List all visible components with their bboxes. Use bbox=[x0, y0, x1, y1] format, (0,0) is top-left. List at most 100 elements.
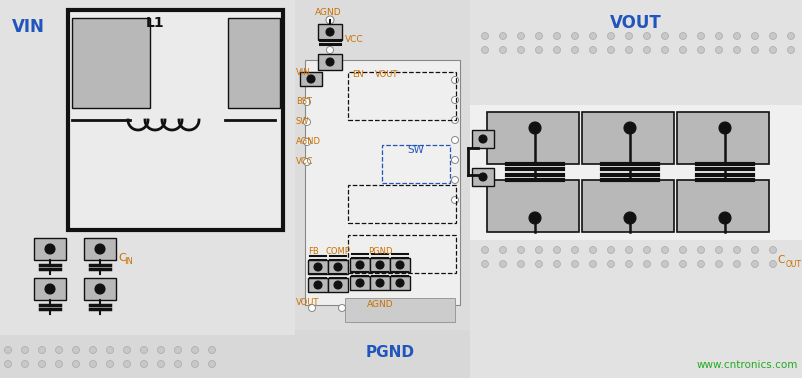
Circle shape bbox=[607, 33, 614, 39]
Circle shape bbox=[589, 33, 596, 39]
Circle shape bbox=[303, 99, 310, 105]
Circle shape bbox=[642, 46, 650, 54]
Bar bbox=[390, 258, 410, 272]
Text: C: C bbox=[118, 253, 126, 263]
Bar bbox=[486, 180, 578, 232]
Bar bbox=[676, 112, 768, 164]
Circle shape bbox=[95, 284, 105, 294]
Circle shape bbox=[607, 260, 614, 268]
Bar bbox=[327, 278, 347, 292]
Circle shape bbox=[38, 361, 46, 367]
Bar bbox=[84, 238, 115, 260]
Circle shape bbox=[623, 212, 635, 224]
Circle shape bbox=[589, 46, 596, 54]
Circle shape bbox=[516, 260, 524, 268]
Circle shape bbox=[89, 347, 96, 353]
Bar bbox=[469, 0, 802, 378]
Circle shape bbox=[732, 260, 739, 268]
Text: VIN: VIN bbox=[12, 18, 45, 36]
Circle shape bbox=[22, 361, 28, 367]
Bar bbox=[294, 0, 469, 330]
Circle shape bbox=[38, 347, 46, 353]
Circle shape bbox=[768, 260, 776, 268]
Circle shape bbox=[326, 46, 333, 54]
Circle shape bbox=[678, 246, 686, 254]
Bar bbox=[472, 130, 493, 148]
Circle shape bbox=[209, 347, 215, 353]
Circle shape bbox=[661, 246, 668, 254]
Circle shape bbox=[451, 197, 458, 203]
Circle shape bbox=[697, 260, 703, 268]
Circle shape bbox=[45, 244, 55, 254]
Circle shape bbox=[787, 46, 793, 54]
Bar bbox=[486, 112, 578, 164]
Circle shape bbox=[308, 305, 315, 311]
Circle shape bbox=[306, 75, 314, 83]
Circle shape bbox=[535, 33, 542, 39]
Circle shape bbox=[732, 46, 739, 54]
Circle shape bbox=[642, 33, 650, 39]
Circle shape bbox=[451, 96, 458, 104]
Circle shape bbox=[623, 122, 635, 134]
Bar bbox=[34, 278, 66, 300]
Circle shape bbox=[107, 347, 113, 353]
Circle shape bbox=[89, 361, 96, 367]
Circle shape bbox=[107, 361, 113, 367]
Circle shape bbox=[451, 116, 458, 124]
Bar bbox=[472, 168, 493, 186]
Circle shape bbox=[625, 33, 632, 39]
Circle shape bbox=[303, 138, 310, 146]
Bar bbox=[305, 60, 460, 305]
Circle shape bbox=[22, 347, 28, 353]
Circle shape bbox=[751, 260, 758, 268]
Circle shape bbox=[355, 261, 363, 269]
Circle shape bbox=[516, 46, 524, 54]
Circle shape bbox=[715, 260, 722, 268]
Circle shape bbox=[174, 361, 181, 367]
Text: L1: L1 bbox=[145, 16, 164, 30]
Text: VIN: VIN bbox=[296, 68, 310, 77]
Text: PGND: PGND bbox=[367, 248, 392, 257]
Circle shape bbox=[481, 46, 488, 54]
Bar bbox=[350, 276, 370, 290]
Circle shape bbox=[326, 28, 334, 36]
Circle shape bbox=[55, 347, 63, 353]
Bar bbox=[390, 276, 410, 290]
Bar bbox=[318, 54, 342, 70]
Bar bbox=[345, 298, 455, 322]
Circle shape bbox=[338, 305, 345, 311]
Circle shape bbox=[451, 136, 458, 144]
Circle shape bbox=[395, 279, 403, 287]
Circle shape bbox=[661, 46, 668, 54]
Circle shape bbox=[715, 46, 722, 54]
Text: IN: IN bbox=[124, 257, 132, 265]
Circle shape bbox=[529, 122, 541, 134]
Circle shape bbox=[481, 246, 488, 254]
Text: VOUT: VOUT bbox=[375, 70, 398, 79]
Circle shape bbox=[625, 246, 632, 254]
Bar bbox=[347, 185, 456, 223]
Circle shape bbox=[607, 46, 614, 54]
Text: VOUT: VOUT bbox=[296, 298, 319, 307]
Circle shape bbox=[697, 46, 703, 54]
Circle shape bbox=[191, 361, 198, 367]
Circle shape bbox=[45, 284, 55, 294]
Text: www.cntronics.com: www.cntronics.com bbox=[696, 360, 797, 370]
Circle shape bbox=[174, 347, 181, 353]
Circle shape bbox=[72, 361, 79, 367]
Circle shape bbox=[314, 281, 322, 289]
Bar bbox=[347, 72, 456, 120]
Circle shape bbox=[355, 279, 363, 287]
Circle shape bbox=[529, 212, 541, 224]
Circle shape bbox=[625, 260, 632, 268]
Circle shape bbox=[334, 281, 342, 289]
Bar bbox=[75, 95, 280, 175]
Circle shape bbox=[553, 246, 560, 254]
Text: EN: EN bbox=[351, 70, 363, 79]
Circle shape bbox=[661, 33, 668, 39]
Circle shape bbox=[642, 260, 650, 268]
Text: BST: BST bbox=[296, 98, 312, 107]
Circle shape bbox=[732, 246, 739, 254]
Circle shape bbox=[553, 46, 560, 54]
Circle shape bbox=[768, 33, 776, 39]
